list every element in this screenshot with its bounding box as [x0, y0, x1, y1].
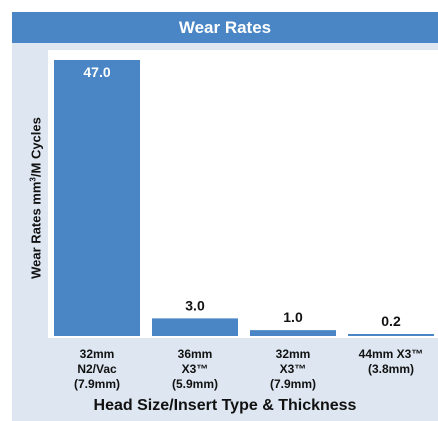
value-label-3: 1.0: [283, 309, 303, 325]
category-label-4: 44mm X3™ (3.8mm): [358, 347, 424, 376]
bar-1: [54, 60, 140, 336]
category-label-2: 36mm X3™ (5.9mm): [171, 347, 218, 391]
x-axis-label: Head Size/Insert Type & Thickness: [93, 397, 357, 414]
chart-title: Wear Rates: [12, 12, 438, 43]
bar-2: [152, 318, 238, 336]
value-label-1: 47.0: [83, 64, 110, 80]
bar-3: [250, 330, 336, 336]
value-label-2: 3.0: [185, 297, 205, 313]
category-label-3: 32mm X3™ (7.9mm): [269, 347, 316, 391]
value-label-4: 0.2: [381, 313, 401, 329]
bar-4: [348, 334, 434, 336]
category-label-1: 32mm N2/Vac (7.9mm): [73, 347, 120, 391]
